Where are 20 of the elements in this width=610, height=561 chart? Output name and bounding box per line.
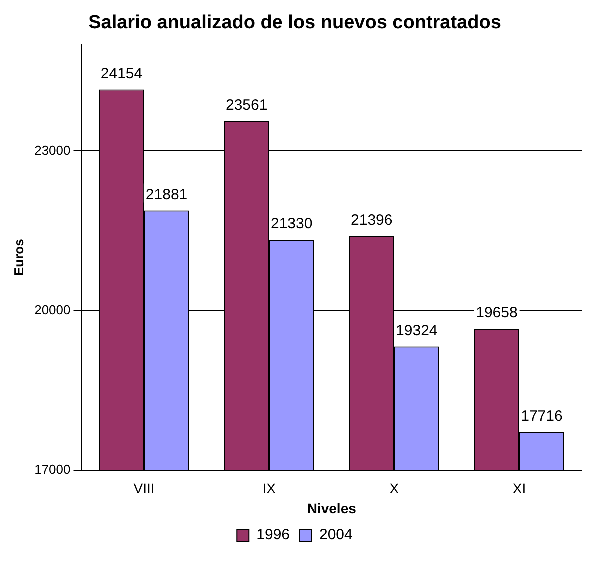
x-tick-label: X <box>390 480 400 497</box>
data-label: 21396 <box>351 212 393 230</box>
chart-title: Salario anualizado de los nuevos contratados <box>88 12 502 34</box>
data-label: 17716 <box>521 408 563 425</box>
y-tick-label: 23000 <box>34 142 71 158</box>
x-axis-title: Niveles <box>307 500 357 516</box>
y-tick-label: 17000 <box>34 462 71 477</box>
x-tick-label: IX <box>262 480 277 497</box>
data-label: 19658 <box>476 304 518 322</box>
data-label: 21881 <box>146 186 188 204</box>
data-label: 21330 <box>270 216 313 233</box>
data-label: 23561 <box>226 96 268 114</box>
data-label: 19324 <box>396 322 438 340</box>
data-label: 24154 <box>100 65 143 82</box>
x-tick-label: VIII <box>134 480 155 497</box>
x-tick-label: XI <box>512 480 526 497</box>
y-axis-title: Euros <box>11 239 26 276</box>
legend-label: 1996 <box>256 526 290 544</box>
y-tick-label: 20000 <box>34 302 71 318</box>
legend-label: 2004 <box>320 526 353 544</box>
